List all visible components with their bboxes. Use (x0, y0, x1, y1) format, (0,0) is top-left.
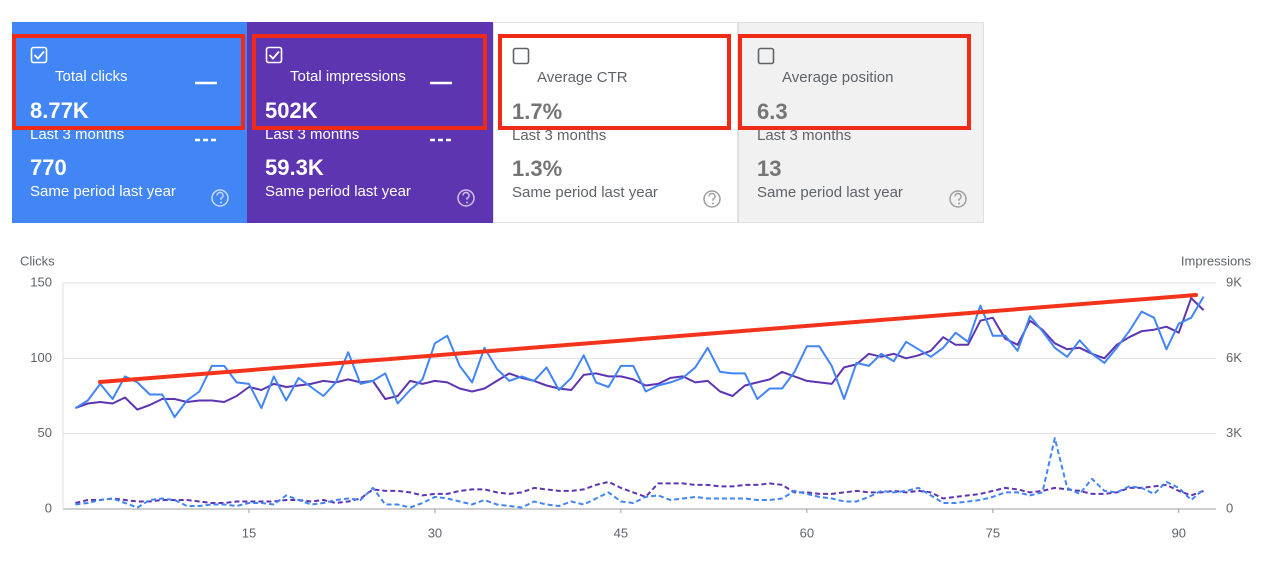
card-label: Average position (782, 69, 894, 86)
x-tick-label: 30 (428, 525, 442, 540)
card-previous-period: Same period last year (512, 184, 658, 201)
card-label: Total impressions (290, 68, 406, 85)
help-dot (220, 201, 222, 204)
card-period: Last 3 months (512, 127, 607, 144)
help-icon[interactable] (211, 189, 229, 207)
card-previous-period: Same period last year (265, 183, 411, 200)
checkbox[interactable] (30, 46, 48, 64)
x-tick-label: 90 (1172, 525, 1186, 540)
y2-tick-label: 0 (1226, 500, 1233, 515)
card-previous-value: 59.3K (265, 155, 324, 180)
card-previous-value: 13 (757, 156, 782, 181)
y-tick-label: 150 (30, 274, 52, 289)
highlight-box (738, 34, 971, 130)
checkbox[interactable] (512, 47, 530, 65)
series-line (75, 480, 1204, 504)
card-period: Last 3 months (757, 127, 852, 144)
series-line (75, 297, 1205, 411)
x-tick-label: 15 (242, 525, 256, 540)
help-dot (958, 202, 960, 205)
card-period: Last 3 months (265, 126, 360, 143)
x-tick-label: 75 (986, 525, 1000, 540)
series-line (74, 296, 1205, 419)
help-glyph (708, 192, 716, 201)
card-period: Last 3 months (30, 126, 125, 143)
checkbox[interactable] (757, 47, 775, 65)
help-glyph (954, 192, 962, 201)
y-tick-label: 100 (30, 350, 52, 365)
series-line (75, 437, 1205, 509)
card-value: 1.7% (512, 99, 563, 124)
trend-annotation (98, 293, 1198, 384)
metric-card[interactable]: Average position 6.3 Last 3 months 13 Same p… (738, 22, 984, 223)
x-tick-label: 45 (614, 525, 628, 540)
highlight-box (252, 34, 487, 130)
y2-tick-label: 9K (1226, 274, 1242, 289)
y-tick-label: 0 (45, 500, 52, 515)
card-icons (512, 47, 721, 208)
y-tick-label: 50 (38, 425, 52, 440)
card-value: 8.77K (30, 98, 89, 123)
y2-tick-label: 3K (1226, 425, 1242, 440)
checkbox[interactable] (265, 46, 283, 64)
card-icons (265, 46, 475, 207)
metric-card[interactable]: Average CTR 1.7% Last 3 months 1.3% Same per… (493, 22, 738, 223)
card-previous-period: Same period last year (757, 184, 903, 201)
help-icon[interactable] (949, 190, 967, 208)
help-dot (712, 202, 714, 205)
x-tick-label: 60 (800, 525, 814, 540)
metric-card[interactable]: Total clicks 8.77K Last 3 months 770 Same pe… (12, 22, 247, 223)
card-previous-period: Same period last year (30, 183, 176, 200)
card-label: Average CTR (537, 69, 628, 86)
help-glyph (462, 191, 470, 200)
card-label: Total clicks (55, 68, 128, 85)
highlight-box (498, 34, 731, 130)
checkmark (268, 50, 280, 60)
card-previous-value: 1.3% (512, 156, 563, 181)
highlight-box (12, 34, 245, 130)
help-icon[interactable] (457, 189, 475, 207)
card-icons (30, 46, 229, 207)
help-dot (466, 201, 468, 204)
card-icons (757, 47, 967, 208)
y-axis-label: Clicks (20, 253, 55, 268)
help-glyph (216, 191, 224, 200)
y2-axis-label: Impressions (1181, 253, 1252, 268)
card-previous-value: 770 (30, 155, 67, 180)
help-icon[interactable] (703, 190, 721, 208)
card-value: 6.3 (757, 99, 788, 124)
y2-tick-label: 6K (1226, 350, 1242, 365)
metric-card[interactable]: Total impressions 502K Last 3 months 59.3K S… (247, 22, 493, 223)
checkmark (33, 50, 45, 60)
card-value: 502K (265, 98, 318, 123)
